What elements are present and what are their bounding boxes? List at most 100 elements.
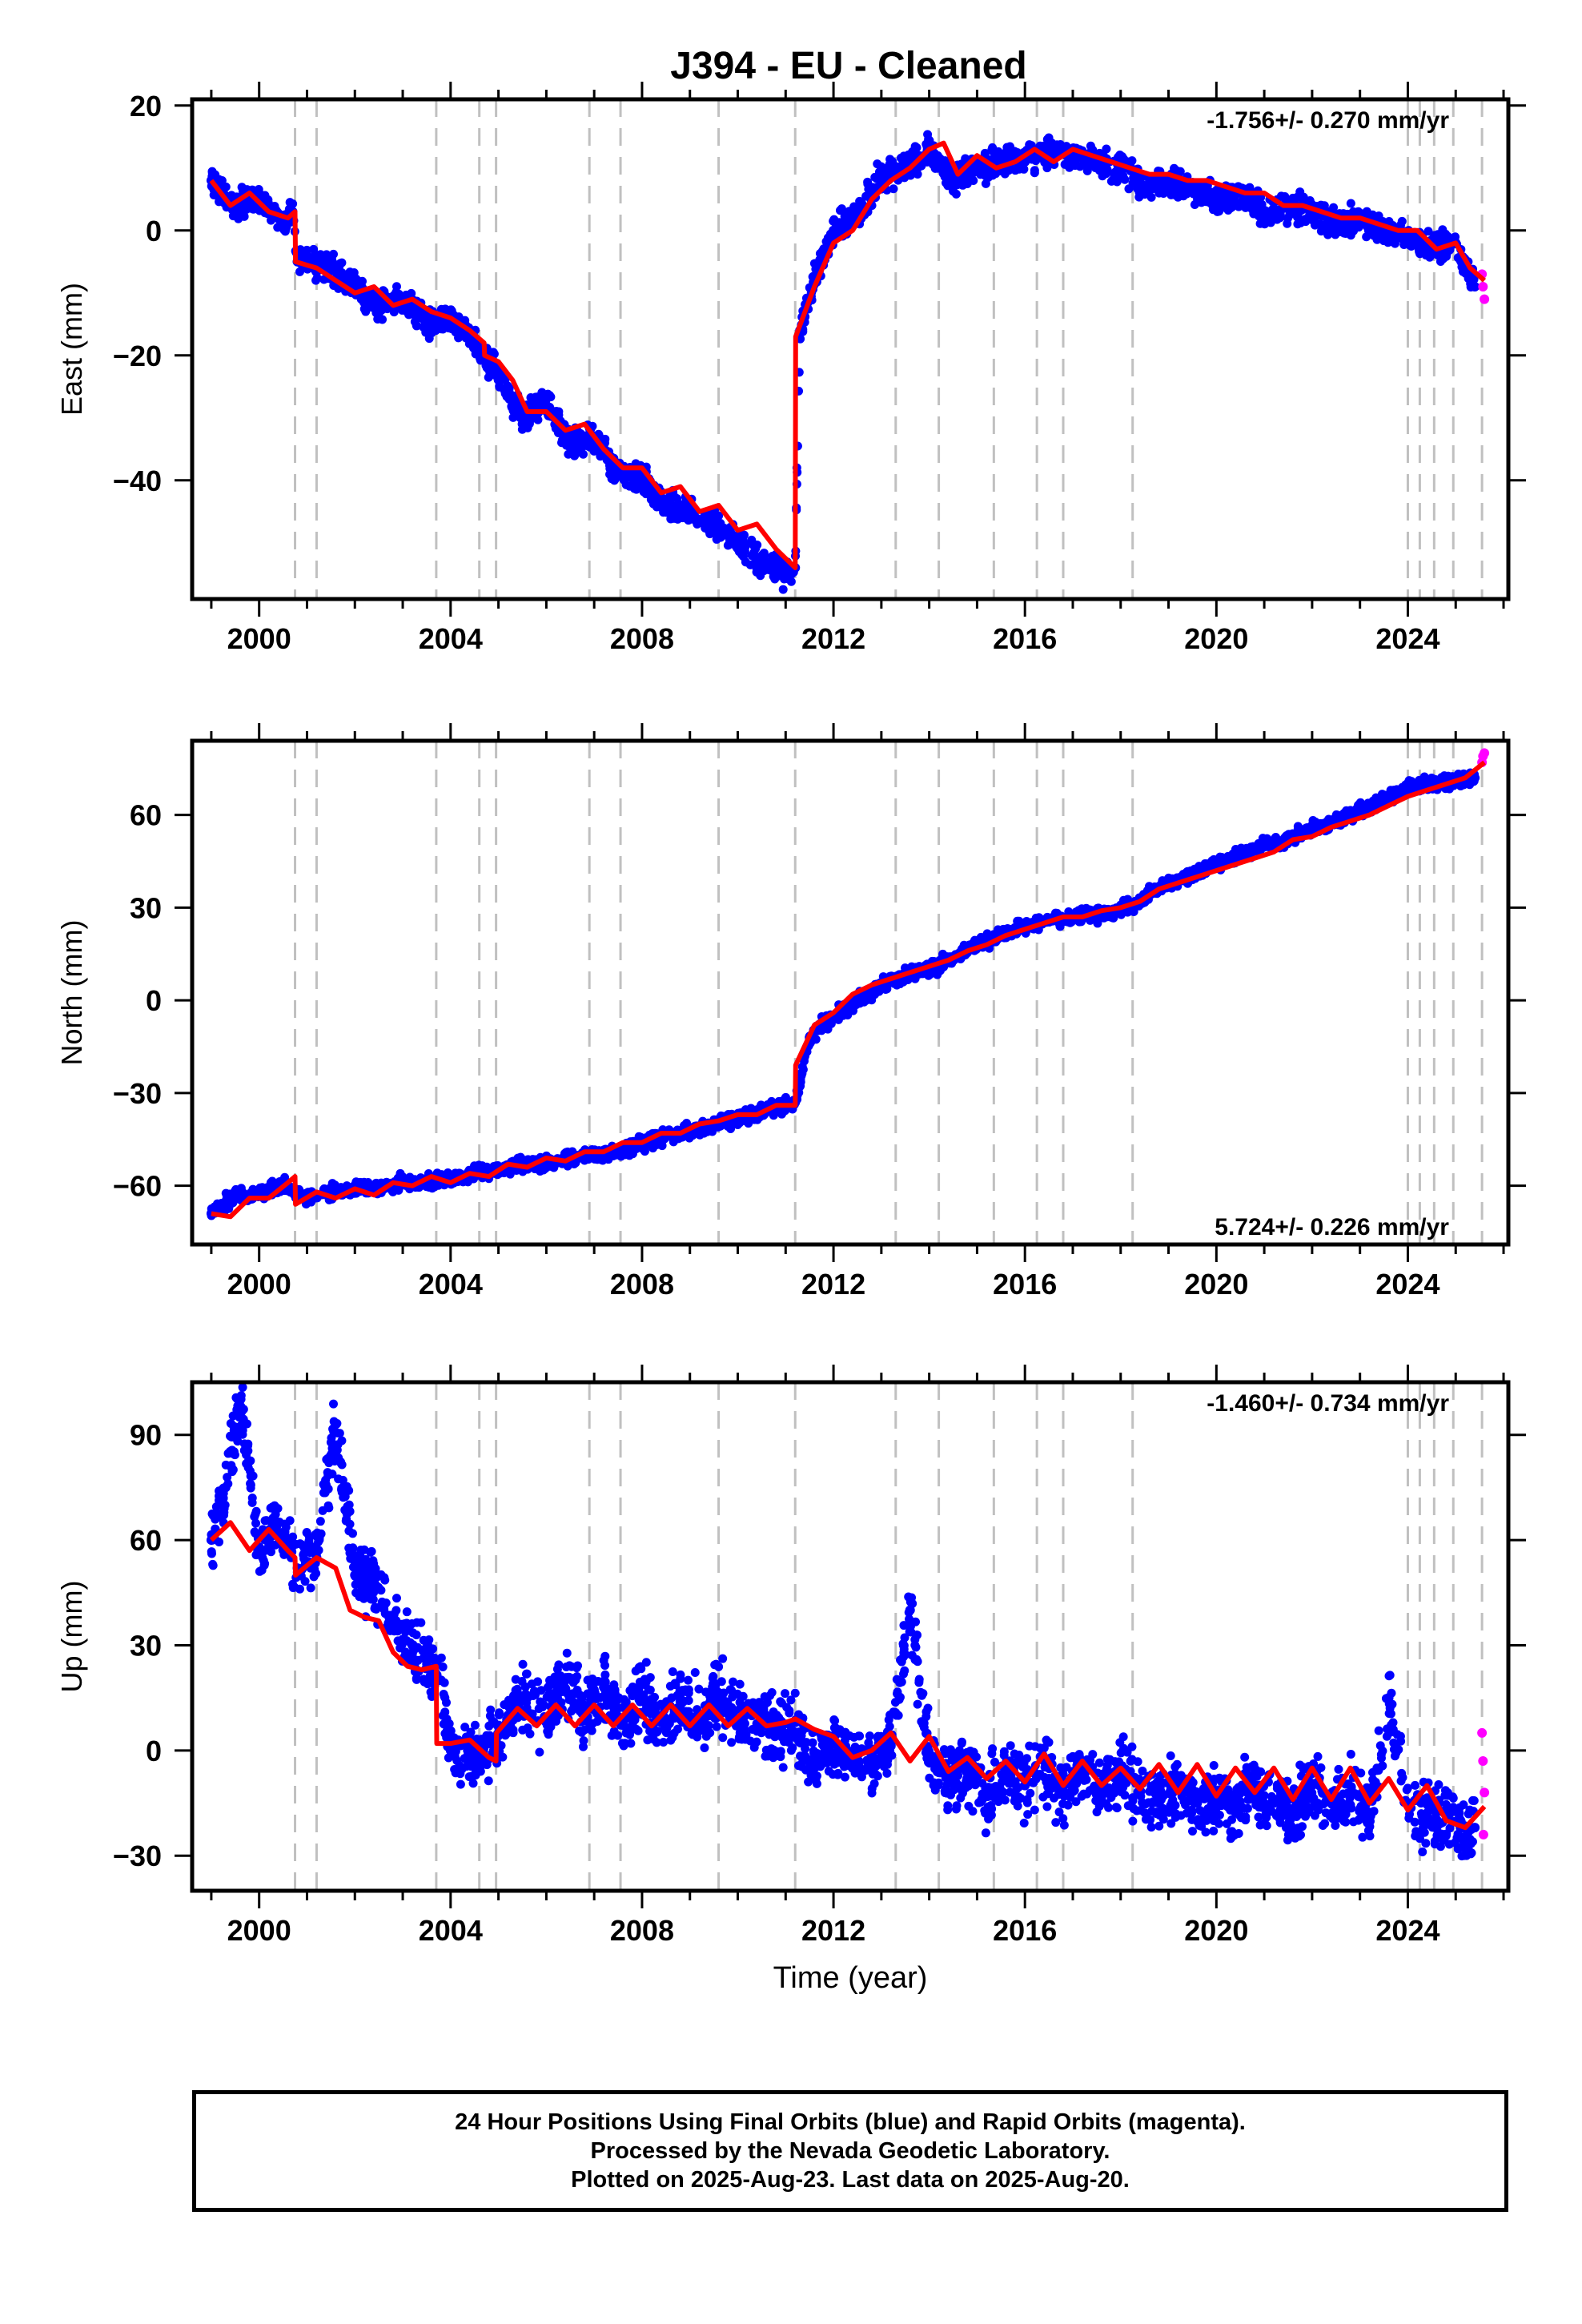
data-point bbox=[786, 577, 796, 586]
y-axis-label: East (mm) bbox=[55, 283, 88, 416]
data-point bbox=[769, 572, 778, 581]
data-point bbox=[1318, 226, 1327, 235]
data-point bbox=[1030, 168, 1039, 178]
data-point bbox=[873, 159, 882, 169]
data-point bbox=[1234, 202, 1243, 211]
data-point bbox=[685, 506, 695, 517]
data-point bbox=[709, 519, 719, 529]
data-point bbox=[1390, 239, 1399, 248]
data-point bbox=[733, 537, 743, 548]
data-point bbox=[1431, 232, 1440, 242]
data-point bbox=[951, 189, 961, 199]
data-point bbox=[837, 204, 846, 214]
rapid-orbit-point bbox=[1480, 294, 1490, 304]
data-point bbox=[1295, 187, 1305, 197]
data-point bbox=[528, 414, 537, 424]
data-point bbox=[1082, 156, 1091, 166]
data-point bbox=[451, 328, 460, 337]
data-point bbox=[840, 212, 849, 222]
x-tick-label: 2020 bbox=[1184, 622, 1248, 655]
data-point bbox=[1372, 235, 1382, 244]
data-point bbox=[1461, 268, 1471, 278]
data-point bbox=[753, 541, 762, 550]
x-tick-label: 2024 bbox=[1375, 622, 1439, 655]
data-point bbox=[288, 199, 298, 209]
data-point bbox=[747, 551, 757, 561]
data-point bbox=[502, 392, 512, 401]
data-point bbox=[613, 469, 624, 479]
data-point bbox=[1187, 182, 1198, 192]
data-point bbox=[600, 434, 610, 444]
data-point bbox=[661, 501, 671, 510]
data-point bbox=[778, 585, 788, 594]
data-point bbox=[717, 532, 727, 541]
x-tick-label: 2000 bbox=[227, 622, 291, 655]
data-point bbox=[625, 481, 635, 491]
data-point bbox=[1042, 163, 1052, 173]
data-point bbox=[432, 320, 441, 330]
x-tick-label: 2016 bbox=[993, 622, 1057, 655]
data-point bbox=[326, 263, 336, 273]
plot-frame bbox=[190, 97, 1511, 601]
data-point bbox=[578, 449, 588, 459]
data-point bbox=[412, 321, 421, 331]
data-point bbox=[912, 143, 921, 152]
data-point bbox=[409, 308, 419, 317]
data-point bbox=[1346, 199, 1355, 208]
data-point bbox=[815, 249, 825, 259]
x-tick-label: 2012 bbox=[801, 622, 865, 655]
data-point bbox=[930, 163, 940, 173]
data-point bbox=[829, 225, 839, 235]
data-point bbox=[374, 300, 384, 311]
rate-annotation: -1.756+/- 0.270 mm/yr bbox=[1207, 107, 1449, 134]
data-point bbox=[940, 172, 950, 182]
data-point bbox=[1252, 196, 1262, 206]
data-point bbox=[1329, 203, 1339, 212]
x-tick-label: 2004 bbox=[419, 622, 483, 655]
data-point bbox=[533, 392, 543, 402]
data-point bbox=[508, 404, 518, 414]
data-point bbox=[495, 381, 504, 391]
y-tick-label: 20 bbox=[130, 90, 162, 123]
data-point bbox=[421, 319, 432, 329]
model-line bbox=[209, 140, 1487, 570]
data-point bbox=[1403, 231, 1413, 242]
data-point bbox=[565, 438, 576, 448]
y-tick-label: −40 bbox=[113, 464, 162, 497]
data-point bbox=[400, 306, 410, 316]
data-point bbox=[564, 449, 573, 459]
chart-title: J394 - EU - Cleaned bbox=[670, 45, 1027, 87]
data-point bbox=[1025, 140, 1034, 150]
data-point bbox=[981, 179, 990, 188]
data-point bbox=[757, 557, 767, 567]
data-point bbox=[1119, 154, 1129, 163]
data-point bbox=[876, 169, 886, 179]
data-point bbox=[237, 183, 247, 192]
data-point bbox=[636, 475, 647, 485]
data-point bbox=[582, 436, 592, 446]
data-point bbox=[935, 154, 945, 163]
data-point bbox=[1139, 182, 1150, 192]
data-point bbox=[482, 363, 492, 372]
data-point bbox=[295, 267, 304, 276]
panel-east: 2000 2004 2008 2012 2016 2020 2024200−20−40Eas… bbox=[55, 45, 1526, 655]
data-point bbox=[745, 560, 755, 569]
data-point bbox=[1044, 144, 1054, 155]
data-point bbox=[302, 245, 311, 255]
data-point bbox=[541, 400, 552, 411]
data-point bbox=[966, 171, 975, 181]
data-point bbox=[1331, 219, 1341, 229]
data-point bbox=[1438, 225, 1447, 235]
data-point bbox=[311, 275, 321, 285]
data-point bbox=[987, 145, 997, 155]
y-tick-label: 0 bbox=[146, 215, 162, 247]
data-point bbox=[972, 163, 982, 173]
data-point bbox=[673, 514, 683, 524]
data-point bbox=[1102, 165, 1112, 175]
rapid-orbit-point bbox=[1478, 282, 1488, 292]
data-point bbox=[781, 569, 791, 579]
data-point bbox=[1442, 251, 1452, 261]
data-point bbox=[1296, 218, 1306, 227]
data-point bbox=[1423, 227, 1433, 236]
